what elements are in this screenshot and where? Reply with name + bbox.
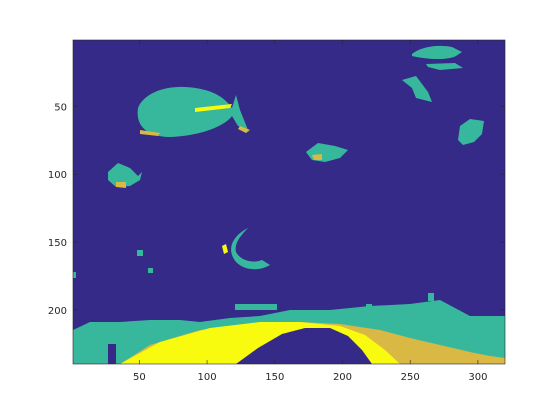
- speck: [73, 272, 76, 278]
- x-tick-label: 150: [265, 372, 284, 383]
- large-fish-highlight: [195, 104, 232, 112]
- speck: [148, 268, 153, 273]
- x-ticks: 50 100 150 200 250 300: [133, 40, 487, 383]
- x-tick-label: 100: [198, 372, 217, 383]
- crescent-shape: [231, 228, 270, 270]
- speck: [428, 293, 434, 301]
- small-fish-mid-right: [402, 76, 432, 102]
- fish-right: [458, 119, 484, 145]
- y-tick-label: 150: [48, 238, 67, 249]
- y-tick-label: 50: [54, 102, 67, 113]
- image-content: [73, 45, 505, 364]
- speck: [235, 304, 277, 310]
- y-ticks: 50 100 150 200: [48, 102, 505, 317]
- y-tick-label: 100: [48, 170, 67, 181]
- large-fish-belly-tan: [140, 130, 160, 136]
- small-fish-top-right: [412, 45, 462, 59]
- large-fish-fin-tan: [238, 126, 250, 133]
- fish-middle-tan: [312, 154, 322, 160]
- x-tick-label: 250: [401, 372, 420, 383]
- large-fish-region: [137, 86, 248, 137]
- small-fish-top-right-tail: [426, 63, 463, 70]
- dark-arch-interior: [236, 328, 372, 364]
- crescent-yellow: [222, 244, 228, 254]
- speck: [137, 250, 143, 256]
- x-tick-label: 300: [468, 372, 487, 383]
- x-tick-label: 50: [133, 372, 146, 383]
- fish-left: [108, 163, 142, 187]
- fish-left-tan: [116, 182, 126, 188]
- y-tick-label: 200: [48, 306, 67, 317]
- x-tick-label: 200: [333, 372, 352, 383]
- reef-gap: [108, 344, 116, 364]
- axes-box: [72, 39, 506, 365]
